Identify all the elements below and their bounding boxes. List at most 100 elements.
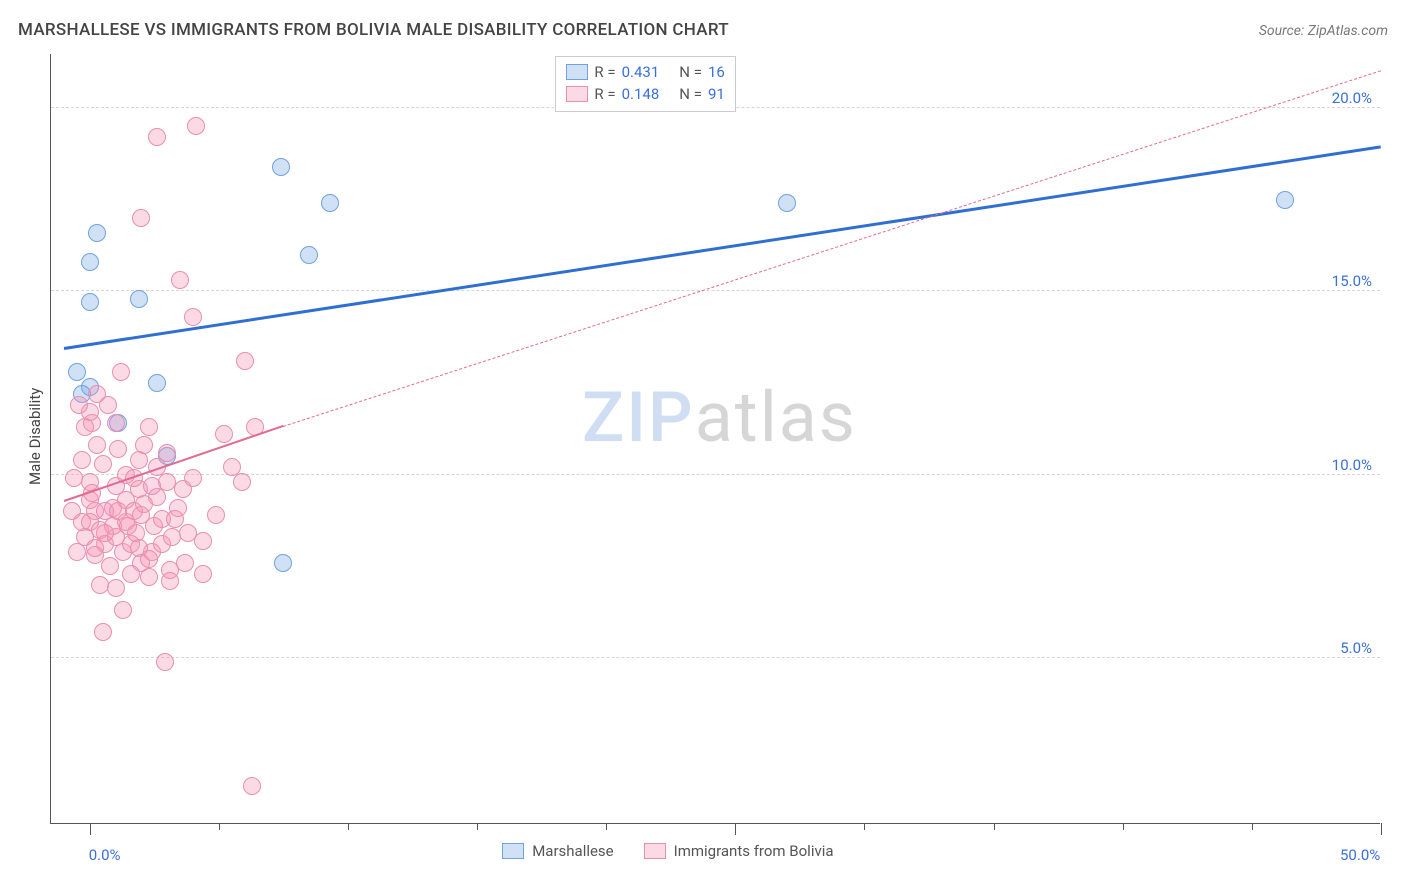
stats-legend-row: R = 0.148 N = 91 <box>566 83 724 105</box>
x-tick <box>864 823 865 830</box>
data-point <box>135 436 153 454</box>
x-tick <box>219 823 220 830</box>
data-point <box>65 469 83 487</box>
data-point <box>161 572 179 590</box>
legend-swatch <box>644 843 666 859</box>
x-tick-label: 0.0% <box>89 846 121 864</box>
data-point <box>1276 191 1294 209</box>
stats-legend: R = 0.431 N = 16 R = 0.148 N = 91 <box>555 56 735 112</box>
data-point <box>88 224 106 242</box>
data-point <box>233 473 251 491</box>
data-point <box>140 418 158 436</box>
x-tick <box>606 823 607 830</box>
data-point <box>174 480 192 498</box>
data-point <box>300 246 318 264</box>
legend-label: Marshallese <box>532 842 613 860</box>
stat-n-value: 16 <box>708 63 725 81</box>
data-point <box>101 557 119 575</box>
y-axis-title: Male Disability <box>26 388 44 485</box>
data-point <box>171 271 189 289</box>
legend-swatch <box>566 64 588 80</box>
data-point <box>68 543 86 561</box>
data-point <box>73 513 91 531</box>
gridline <box>51 290 1380 291</box>
stat-r-label: R = <box>594 85 615 103</box>
data-point <box>169 499 187 517</box>
y-tick-label: 5.0% <box>1340 639 1372 657</box>
data-point <box>132 209 150 227</box>
data-point <box>215 425 233 443</box>
data-point <box>194 565 212 583</box>
x-tick <box>994 823 995 830</box>
stats-legend-row: R = 0.431 N = 16 <box>566 61 724 83</box>
stat-n-label: N = <box>679 63 702 81</box>
data-point <box>73 451 91 469</box>
data-point <box>163 528 181 546</box>
data-point <box>81 403 99 421</box>
legend-label: Immigrants from Bolivia <box>674 842 834 860</box>
plot-area: 5.0% 10.0% 15.0% 20.0% <box>50 54 1380 824</box>
data-point <box>140 568 158 586</box>
data-point <box>99 396 117 414</box>
data-point <box>81 253 99 271</box>
data-point <box>107 414 125 432</box>
data-point <box>68 363 86 381</box>
stat-r-value: 0.431 <box>622 63 660 81</box>
data-point <box>112 363 130 381</box>
gridline <box>51 474 1380 475</box>
legend-item: Marshallese <box>502 842 613 860</box>
x-tick <box>1252 823 1253 830</box>
series-legend: Marshallese Immigrants from Bolivia <box>502 842 833 860</box>
data-point <box>148 374 166 392</box>
data-point <box>778 194 796 212</box>
regression-line <box>283 70 1381 427</box>
x-tick <box>348 823 349 830</box>
data-point <box>158 444 176 462</box>
data-point <box>94 455 112 473</box>
data-point <box>274 554 292 572</box>
data-point <box>130 290 148 308</box>
data-point <box>184 308 202 326</box>
y-tick-label: 15.0% <box>1332 272 1372 290</box>
data-point <box>156 653 174 671</box>
chart-title: MARSHALLESE VS IMMIGRANTS FROM BOLIVIA M… <box>18 20 729 40</box>
data-point <box>114 601 132 619</box>
data-point <box>272 158 290 176</box>
stat-r-label: R = <box>594 63 615 81</box>
data-point <box>176 554 194 572</box>
y-tick-label: 20.0% <box>1332 89 1372 107</box>
data-point <box>236 352 254 370</box>
legend-swatch <box>566 86 588 102</box>
data-point <box>143 477 161 495</box>
data-point <box>91 576 109 594</box>
data-point <box>130 539 148 557</box>
data-point <box>207 506 225 524</box>
data-point <box>187 117 205 135</box>
stat-n-value: 91 <box>708 85 725 103</box>
gridline <box>51 657 1380 658</box>
data-point <box>321 194 339 212</box>
stat-r-value: 0.148 <box>622 85 660 103</box>
legend-swatch <box>502 843 524 859</box>
x-tick <box>1123 823 1124 830</box>
data-point <box>194 532 212 550</box>
data-point <box>243 777 261 795</box>
x-tick <box>90 823 91 835</box>
x-tick <box>477 823 478 830</box>
y-tick-label: 10.0% <box>1332 456 1372 474</box>
data-point <box>122 565 140 583</box>
stat-n-label: N = <box>679 85 702 103</box>
data-point <box>109 440 127 458</box>
x-tick <box>1381 823 1382 835</box>
data-point <box>88 436 106 454</box>
data-point <box>148 128 166 146</box>
data-point <box>135 495 153 513</box>
regression-line <box>64 145 1382 350</box>
data-point <box>107 579 125 597</box>
x-tick-label: 50.0% <box>1340 846 1380 864</box>
legend-item: Immigrants from Bolivia <box>644 842 834 860</box>
x-tick <box>735 823 736 835</box>
chart-source: Source: ZipAtlas.com <box>1259 23 1388 39</box>
data-point <box>94 623 112 641</box>
data-point <box>81 293 99 311</box>
